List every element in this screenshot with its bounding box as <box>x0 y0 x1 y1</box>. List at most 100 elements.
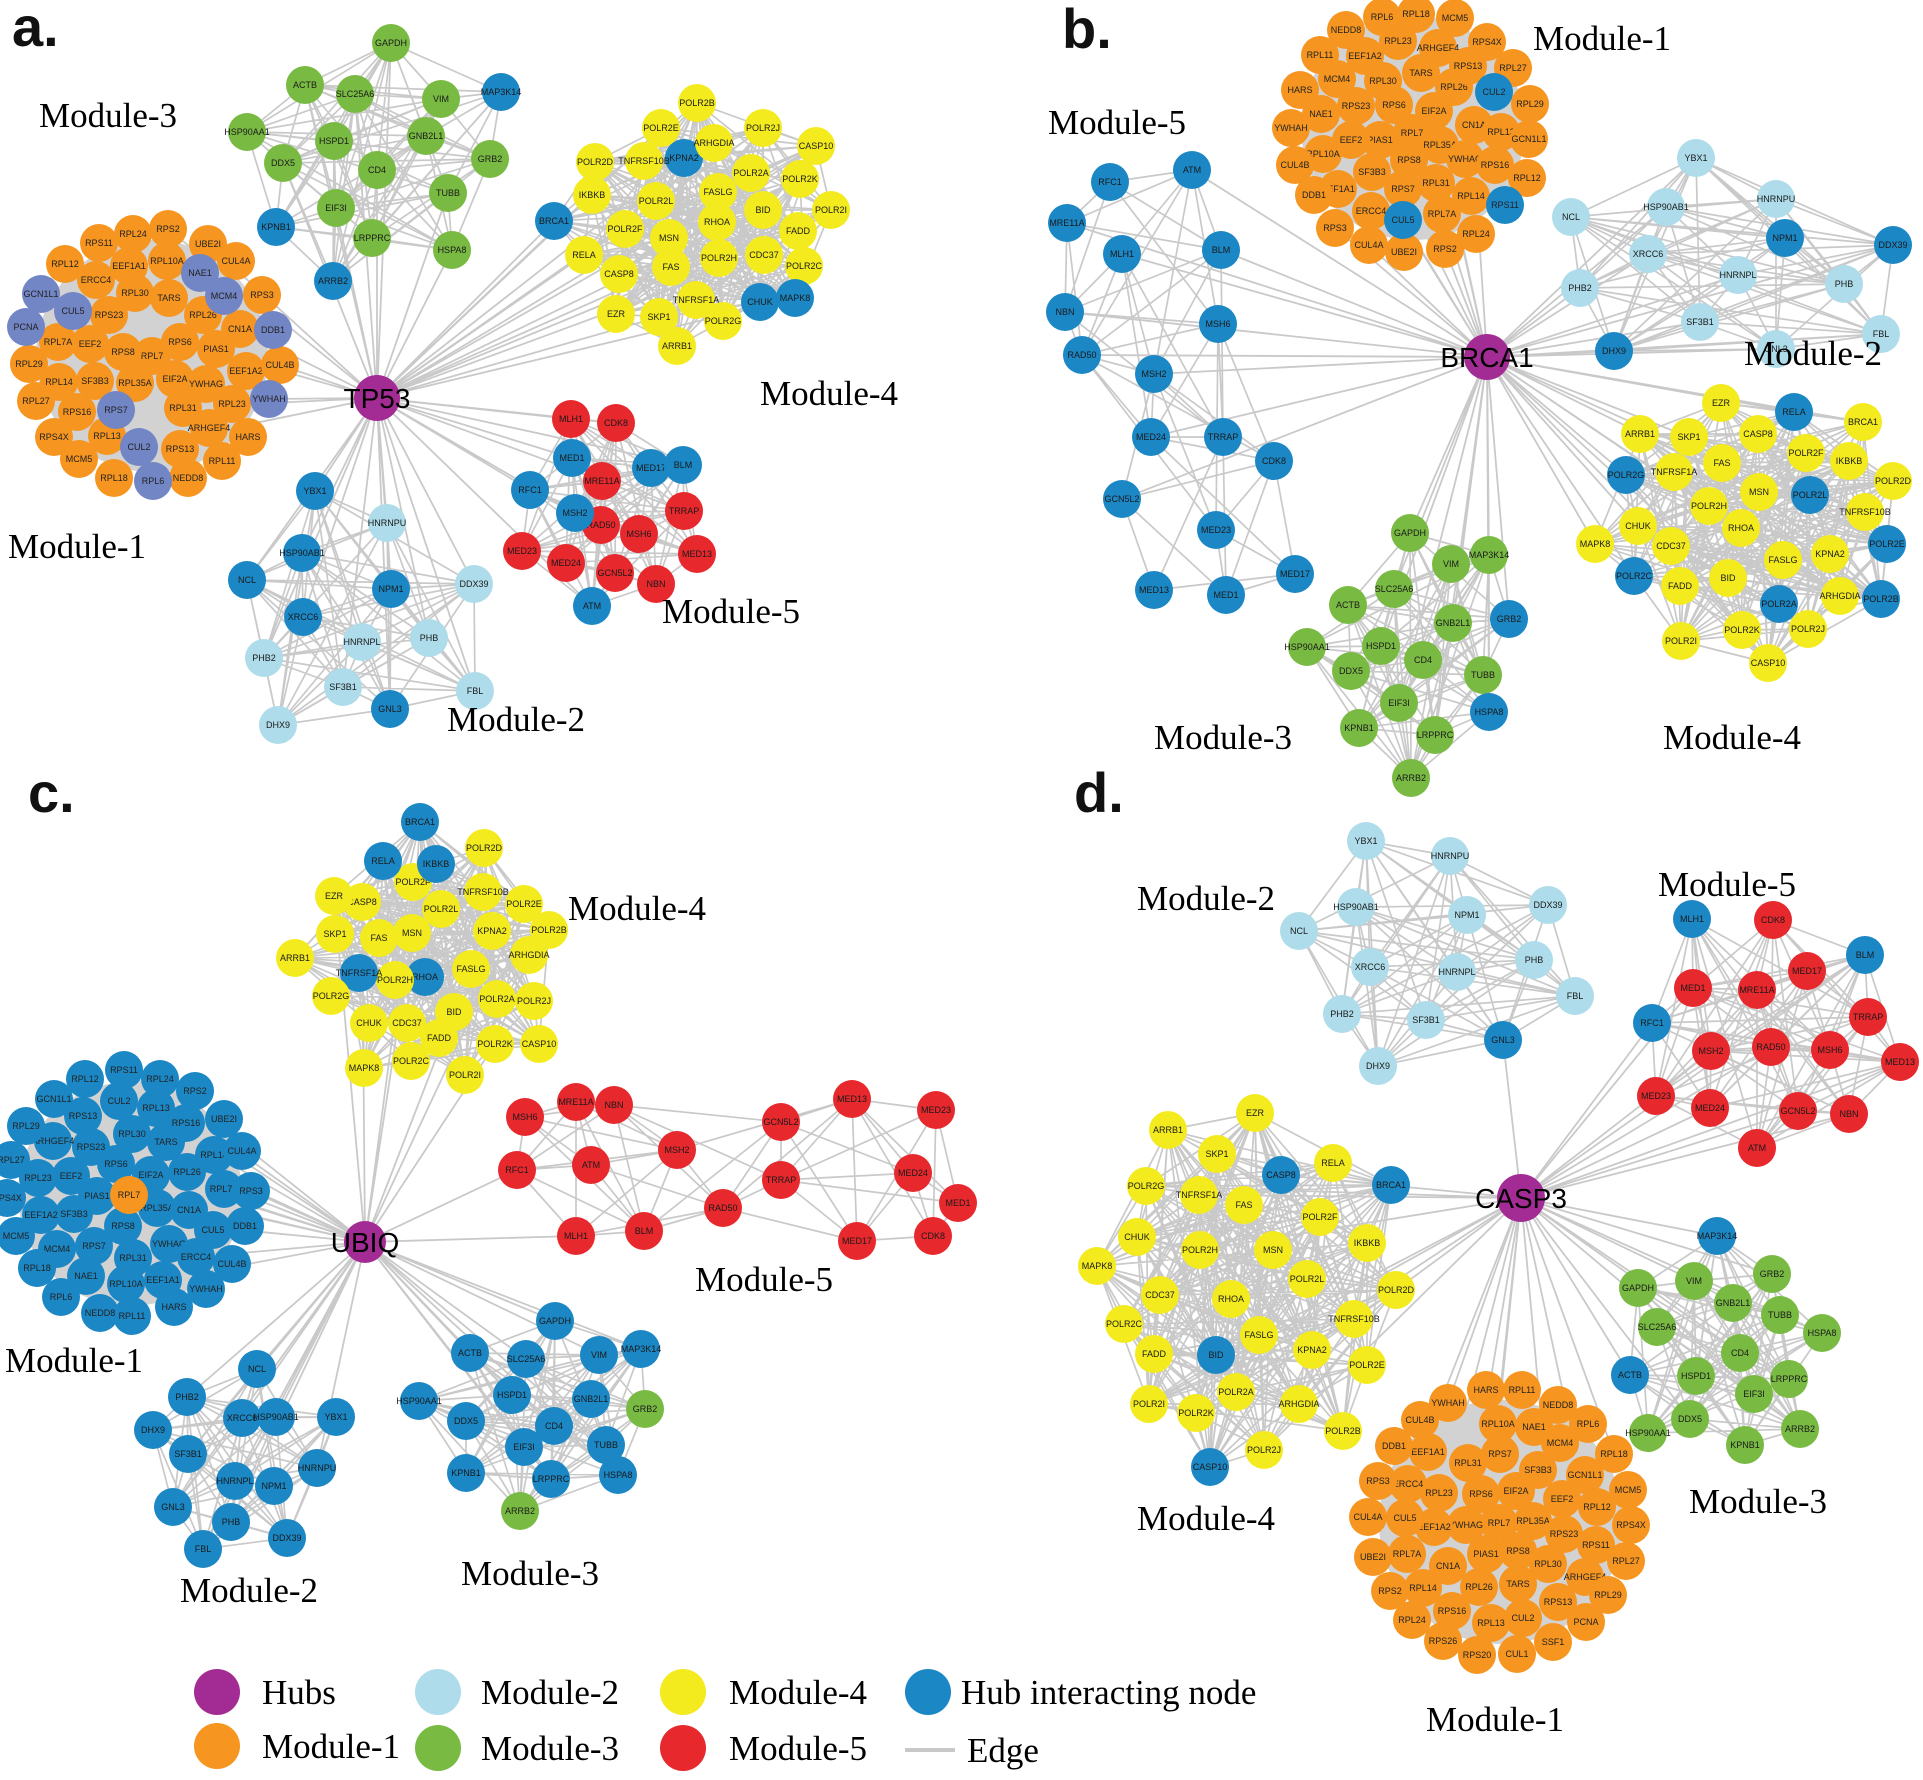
svg-text:Module-4: Module-4 <box>568 889 706 928</box>
svg-text:CD4: CD4 <box>1731 1348 1749 1358</box>
svg-text:RAD50: RAD50 <box>1756 1042 1785 1052</box>
svg-text:POLR2C: POLR2C <box>786 261 823 271</box>
svg-text:Hub interacting node: Hub interacting node <box>961 1673 1256 1712</box>
svg-text:LRPPRC: LRPPRC <box>354 233 391 243</box>
svg-text:ARRB2: ARRB2 <box>1396 773 1426 783</box>
svg-text:TNFRSF10B: TNFRSF10B <box>618 156 670 166</box>
svg-text:Module-2: Module-2 <box>447 700 585 739</box>
svg-text:FAS: FAS <box>662 262 679 272</box>
svg-text:TARS: TARS <box>154 1137 177 1147</box>
svg-text:MAPK8: MAPK8 <box>349 1063 380 1073</box>
svg-text:RHOA: RHOA <box>1728 523 1754 533</box>
svg-text:IKBKB: IKBKB <box>1836 456 1863 466</box>
svg-text:TRRAP: TRRAP <box>1853 1012 1884 1022</box>
svg-text:LRPPRC: LRPPRC <box>533 1474 570 1484</box>
svg-text:TRRAP: TRRAP <box>766 1175 797 1185</box>
svg-text:POLR2L: POLR2L <box>424 904 459 914</box>
svg-text:RPS4X: RPS4X <box>1616 1520 1646 1530</box>
svg-text:GRB2: GRB2 <box>1760 1269 1785 1279</box>
svg-text:XRCC6: XRCC6 <box>1355 962 1386 972</box>
svg-text:RPL27: RPL27 <box>22 396 50 406</box>
svg-text:FBL: FBL <box>195 1544 212 1554</box>
svg-text:MAPK8: MAPK8 <box>1580 539 1611 549</box>
svg-text:CUL2: CUL2 <box>127 442 150 452</box>
svg-text:EEF1A2: EEF1A2 <box>229 366 263 376</box>
svg-text:TUBB: TUBB <box>436 188 460 198</box>
svg-text:DHX9: DHX9 <box>1602 346 1626 356</box>
svg-text:POLR2G: POLR2G <box>313 991 350 1001</box>
svg-text:ATM: ATM <box>1748 1143 1766 1153</box>
svg-text:ATM: ATM <box>583 601 601 611</box>
svg-text:RPL23: RPL23 <box>24 1173 52 1183</box>
svg-text:POLR2E: POLR2E <box>643 123 679 133</box>
svg-text:MAPK8: MAPK8 <box>1082 1261 1113 1271</box>
svg-text:RPL27: RPL27 <box>0 1155 25 1165</box>
svg-text:DDX39: DDX39 <box>459 579 488 589</box>
svg-text:CHUK: CHUK <box>356 1018 382 1028</box>
svg-text:SLC25A6: SLC25A6 <box>336 89 375 99</box>
svg-text:UBIQ: UBIQ <box>331 1227 399 1258</box>
svg-text:RPS8: RPS8 <box>111 1221 135 1231</box>
svg-text:EIF3I: EIF3I <box>1743 1389 1765 1399</box>
svg-text:HNRNPL: HNRNPL <box>216 1476 253 1486</box>
svg-text:NEDD8: NEDD8 <box>173 473 204 483</box>
svg-text:POLR2K: POLR2K <box>782 174 818 184</box>
svg-text:HSPD1: HSPD1 <box>1366 641 1396 651</box>
svg-text:TARS: TARS <box>1506 1579 1529 1589</box>
svg-text:GNB2L1: GNB2L1 <box>1716 1298 1751 1308</box>
svg-text:GNB2L1: GNB2L1 <box>409 131 444 141</box>
svg-text:SLC25A6: SLC25A6 <box>507 1354 546 1364</box>
svg-text:CUL5: CUL5 <box>1391 215 1414 225</box>
svg-text:Module-5: Module-5 <box>729 1729 867 1768</box>
svg-text:POLR2J: POLR2J <box>1791 624 1825 634</box>
svg-text:Module-3: Module-3 <box>1154 718 1292 757</box>
svg-text:POLR2A: POLR2A <box>733 168 769 178</box>
svg-text:RPL13: RPL13 <box>1487 127 1515 137</box>
svg-text:EEF1A1: EEF1A1 <box>1411 1447 1445 1457</box>
svg-text:POLR2G: POLR2G <box>1128 1181 1165 1191</box>
svg-text:POLR2H: POLR2H <box>377 975 413 985</box>
svg-text:RPL35A: RPL35A <box>140 1203 174 1213</box>
svg-text:TRRAP: TRRAP <box>1208 432 1239 442</box>
svg-text:BRCA1: BRCA1 <box>539 216 569 226</box>
svg-text:NPM1: NPM1 <box>378 584 403 594</box>
svg-text:CASP8: CASP8 <box>347 897 377 907</box>
svg-text:SF3B3: SF3B3 <box>60 1209 88 1219</box>
svg-text:RPL18: RPL18 <box>1600 1449 1628 1459</box>
svg-text:RPS13: RPS13 <box>69 1111 98 1121</box>
svg-text:EEF1A2: EEF1A2 <box>1348 51 1382 61</box>
svg-text:NCL: NCL <box>1290 926 1308 936</box>
svg-text:RPL7A: RPL7A <box>210 1184 239 1194</box>
svg-text:ARRB1: ARRB1 <box>662 341 692 351</box>
svg-text:SSF1: SSF1 <box>1542 1637 1565 1647</box>
svg-text:RPS11: RPS11 <box>110 1065 138 1075</box>
svg-text:CASP10: CASP10 <box>1751 658 1786 668</box>
svg-text:ARRB2: ARRB2 <box>318 276 348 286</box>
svg-text:YWHAH: YWHAH <box>252 394 286 404</box>
svg-text:GCN1L1: GCN1L1 <box>1567 1470 1602 1480</box>
svg-text:POLR2D: POLR2D <box>466 843 503 853</box>
svg-text:ACTB: ACTB <box>1336 600 1360 610</box>
svg-text:ARRB1: ARRB1 <box>1153 1125 1183 1135</box>
svg-text:POLR2I: POLR2I <box>449 1070 481 1080</box>
svg-text:EIF2A: EIF2A <box>138 1170 163 1180</box>
svg-text:RPL7: RPL7 <box>1401 128 1424 138</box>
svg-text:POLR2C: POLR2C <box>1616 571 1653 581</box>
svg-text:FBL: FBL <box>1567 991 1584 1001</box>
svg-text:RPL35A: RPL35A <box>1423 140 1457 150</box>
svg-text:POLR2I: POLR2I <box>1133 1399 1165 1409</box>
svg-text:SF3B3: SF3B3 <box>81 376 109 386</box>
svg-text:PHB: PHB <box>420 633 439 643</box>
svg-text:ARRB1: ARRB1 <box>1625 429 1655 439</box>
svg-text:EEF2: EEF2 <box>1340 135 1363 145</box>
svg-text:Module-2: Module-2 <box>1744 334 1882 373</box>
svg-text:DDX5: DDX5 <box>1678 1414 1702 1424</box>
svg-text:RPL7A: RPL7A <box>1393 1549 1422 1559</box>
svg-text:RPL13: RPL13 <box>142 1103 170 1113</box>
svg-text:RPL24: RPL24 <box>146 1074 174 1084</box>
svg-text:HSPD1: HSPD1 <box>319 136 349 146</box>
svg-text:TUBB: TUBB <box>1768 1310 1792 1320</box>
svg-text:EIF3I: EIF3I <box>513 1442 535 1452</box>
svg-text:POLR2G: POLR2G <box>705 316 742 326</box>
svg-text:RPS16: RPS16 <box>1438 1606 1467 1616</box>
